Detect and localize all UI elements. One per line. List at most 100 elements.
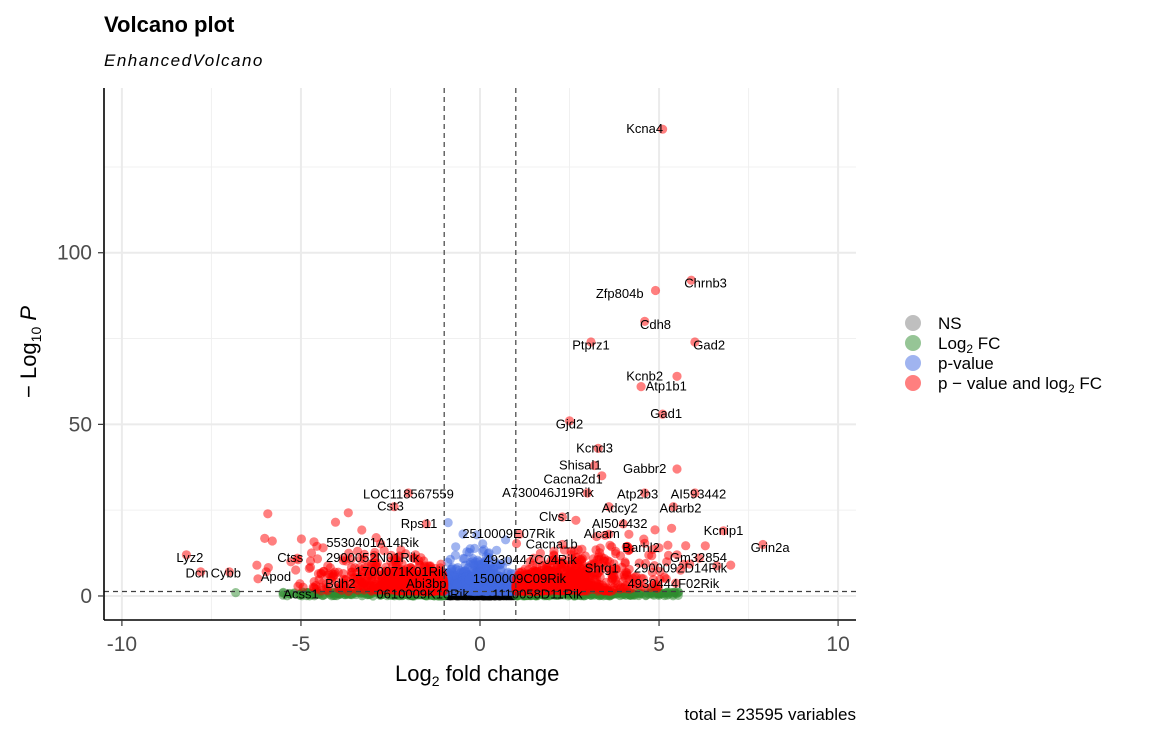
gene-label-adcy2: Adcy2 (602, 501, 638, 516)
gene-label-cst3: Cst3 (377, 499, 404, 514)
legend-key-log2fc (905, 335, 921, 351)
data-point (595, 543, 605, 553)
data-point (468, 559, 478, 569)
gene-label-ai593442: AI593442 (671, 487, 727, 502)
gene-label-cacna1b: Cacna1b (526, 537, 578, 552)
data-point (663, 540, 673, 550)
gene-label-shisal1: Shisal1 (559, 458, 602, 473)
x-axis-label: Log2 fold change (395, 661, 559, 689)
y-axis-ticks: 0 50 100 (57, 242, 104, 608)
data-point (577, 544, 587, 554)
data-point (624, 529, 634, 539)
x-tick-label: -10 (107, 633, 137, 656)
data-point (362, 581, 373, 591)
legend-label-both: p − value and log2 FC (938, 374, 1102, 396)
data-point (667, 523, 677, 533)
gene-label-acss1: Acss1 (283, 586, 318, 601)
y-tick-label: 100 (57, 242, 92, 265)
gene-label-5530401a14rik: 5530401A14Rik (326, 535, 419, 550)
data-point (615, 584, 625, 594)
x-tick-label: 5 (653, 633, 665, 656)
x-axis-label-log: Log (395, 661, 432, 686)
gene-label-lyz2: Lyz2 (176, 550, 203, 565)
data-point (650, 525, 660, 535)
legend-label-pvalue: p-value (938, 354, 994, 373)
gene-label-apod: Apod (261, 569, 291, 584)
data-point (330, 517, 341, 527)
gene-label-cybb: Cybb (211, 566, 241, 581)
data-point (443, 518, 453, 528)
gene-label-zfp804b: Zfp804b (596, 286, 644, 301)
gene-point-atp1b1 (636, 382, 646, 392)
x-tick-label: 10 (826, 633, 849, 656)
legend-key-NS (905, 315, 921, 331)
data-point (462, 547, 472, 557)
legend-label-log2fc: Log2 FC (938, 334, 1000, 356)
data-point (571, 515, 581, 525)
gene-label-1110058d11rik: 1110058D11Rik (492, 586, 583, 601)
gene-label-gjd2: Gjd2 (556, 416, 583, 431)
gene-label-1500009c09rik: 1500009C09Rik (473, 571, 567, 586)
data-point (620, 558, 630, 568)
gene-label-shtg1: Shtg1 (585, 561, 619, 576)
data-point (291, 565, 301, 575)
gene-label-grin2a: Grin2a (751, 540, 791, 555)
x-axis-label-sub: 2 (432, 673, 440, 689)
gene-label-kcna4: Kcna4 (626, 121, 663, 136)
gene-point-gabbr2 (672, 464, 682, 474)
data-point (673, 590, 683, 601)
caption: total = 23595 variables (684, 705, 856, 724)
gene-label-a730046j19rik: A730046J19Rik (502, 485, 594, 500)
data-point (608, 574, 618, 584)
gene-label-0610009k10rik: 0610009K10Rik (376, 586, 469, 601)
gene-label-clvs1: Clvs1 (539, 509, 572, 524)
legend-key-both (905, 375, 921, 391)
gene-label-4930444f02rik: 4930444F02Rik (628, 576, 720, 591)
gene-label-gad2: Gad2 (693, 337, 725, 352)
data-point (309, 537, 319, 547)
gene-label-ptprz1: Ptprz1 (572, 337, 610, 352)
gene-label-kcnip1: Kcnip1 (704, 523, 744, 538)
chart-title: Volcano plot (104, 12, 235, 37)
gene-label-2900092d14rik: 2900092D14Rik (634, 561, 728, 576)
legend-label-NS: NS (938, 314, 962, 333)
gene-point-2900092d14rik (726, 560, 736, 570)
y-tick-label: 0 (80, 585, 92, 608)
gene-label-chrnb3: Chrnb3 (684, 276, 727, 291)
data-point (305, 562, 316, 572)
gene-label-cdh8: Cdh8 (640, 317, 671, 332)
gene-label-bdh2: Bdh2 (325, 576, 355, 591)
x-tick-label: 0 (474, 633, 486, 656)
gene-label-gad1: Gad1 (650, 406, 682, 421)
gene-label-atp2b3: Atp2b3 (617, 487, 658, 502)
data-point (296, 534, 306, 544)
gene-label-dcn: Dcn (186, 566, 209, 581)
data-point (357, 525, 367, 535)
gene-label-gabbr2: Gabbr2 (623, 461, 666, 476)
data-point (263, 509, 273, 519)
data-point (451, 542, 461, 552)
x-axis-label-rest: fold change (440, 661, 560, 686)
y-axis-label-minus: − Log (16, 342, 41, 398)
gene-labels: Kcna4Chrnb3Zfp804bCdh8Gad2Ptprz1Kcnb2Atp… (176, 121, 790, 601)
y-tick-label: 50 (69, 413, 92, 436)
gene-label-atp1b1: Atp1b1 (646, 379, 687, 394)
x-tick-label: -5 (292, 633, 311, 656)
y-axis-label-p: P (16, 306, 41, 327)
gene-label-kcnd3: Kcnd3 (576, 440, 613, 455)
y-axis-label: − Log10 P (16, 306, 44, 398)
data-point (260, 533, 270, 544)
gene-label-alcam: Alcam (584, 526, 620, 541)
gene-label-ctss: Ctss (277, 550, 304, 565)
gene-label-4930447c04rik: 4930447C04Rik (483, 552, 577, 567)
data-point (700, 541, 710, 551)
y-axis-label-sub: 10 (28, 327, 44, 343)
data-point (231, 588, 241, 598)
x-axis-ticks: -10 -5 0 5 10 (107, 620, 850, 656)
data-point (607, 542, 617, 552)
data-point (681, 541, 691, 551)
legend-key-pvalue (905, 355, 921, 371)
chart-subtitle: EnhancedVolcano (104, 51, 264, 70)
